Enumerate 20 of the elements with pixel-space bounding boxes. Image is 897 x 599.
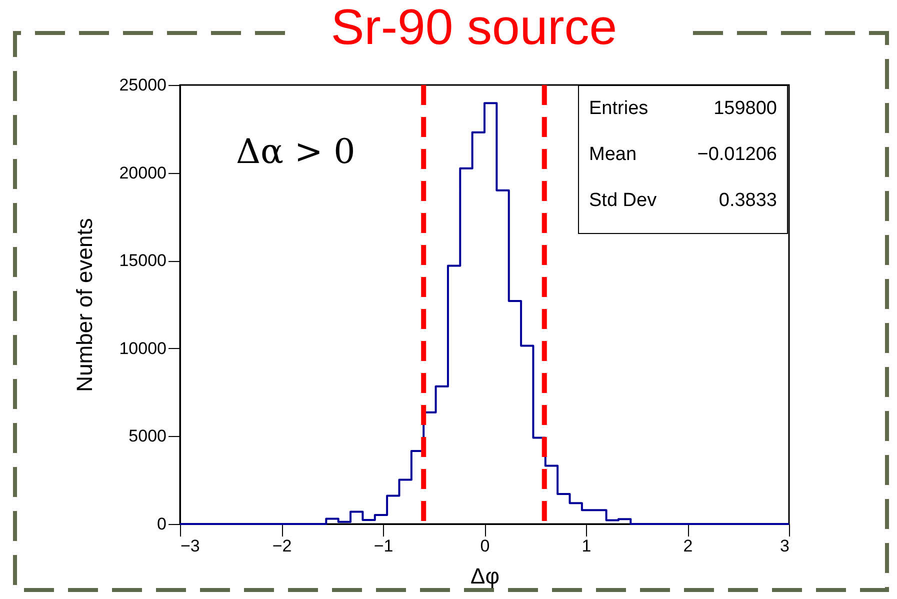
- x-tick-label: 3: [780, 536, 790, 556]
- y-tick-label: 15000: [119, 251, 166, 270]
- text: Mean −0.01206: [589, 144, 777, 165]
- y-tick-label: 0: [157, 514, 166, 534]
- chart-title: Sr-90 source: [330, 0, 618, 56]
- y-tick-label: 10000: [119, 338, 166, 358]
- x-tick-label: −3: [180, 536, 200, 556]
- y-axis-title: Number of events: [72, 218, 98, 392]
- y-tick-label: 20000: [119, 163, 166, 182]
- y-tick-label: 5000: [128, 426, 166, 446]
- x-tick-label: −1: [374, 536, 394, 556]
- x-tick-label: 2: [683, 536, 693, 556]
- y-tick-label: 25000: [119, 76, 166, 94]
- text: Std Dev 0.3833: [589, 190, 777, 211]
- annotation: Δα > 0: [236, 132, 356, 172]
- text: Entries 159800: [589, 98, 777, 119]
- x-axis-title: Δφ: [470, 564, 500, 588]
- x-tick-label: −2: [272, 536, 292, 556]
- x-tick-label: 1: [582, 536, 592, 556]
- x-tick-label: 0: [480, 536, 490, 556]
